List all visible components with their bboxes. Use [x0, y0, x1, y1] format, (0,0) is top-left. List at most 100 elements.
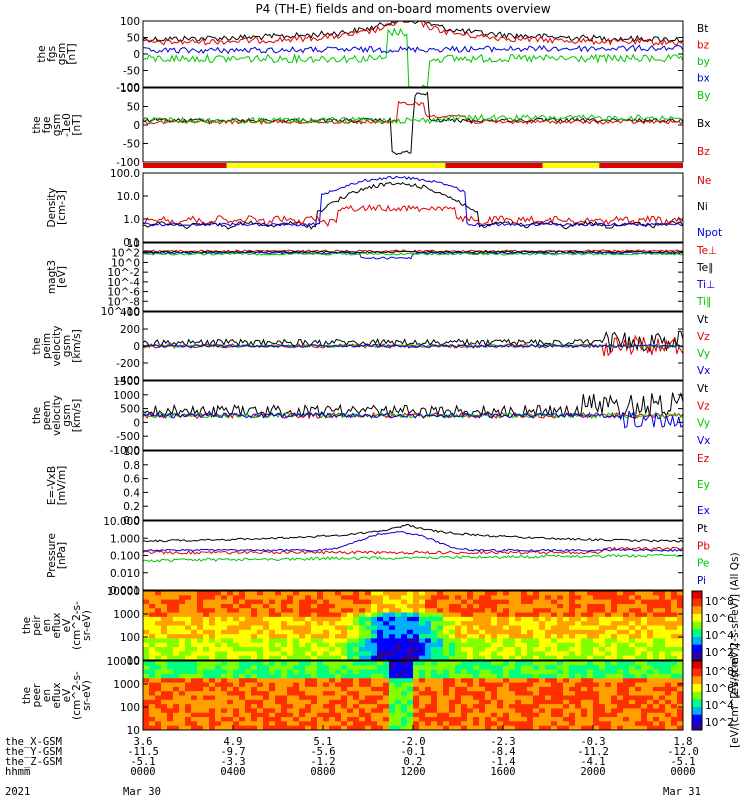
x-axis-row-value: -5.6 [310, 746, 335, 758]
peer-spectrogram-cell [251, 721, 258, 727]
peer-spectrogram-cell [155, 704, 162, 709]
peer-spectrogram-cell [215, 708, 222, 714]
peer-spectrogram-cell [329, 695, 336, 701]
peir-spectrogram-cell [611, 655, 618, 661]
peer-spectrogram-cell [299, 678, 306, 684]
peer-spectrogram-cell [263, 691, 270, 696]
peer-spectrogram-cell [395, 669, 402, 675]
peir-spectrogram-cell [143, 629, 150, 635]
peer-spectrogram-cell [221, 712, 228, 718]
peir-spectrogram-cell [149, 629, 156, 635]
peer-spectrogram-cell [419, 699, 426, 705]
y-axis-label: the [31, 407, 43, 424]
peir-spectrogram-cell [371, 616, 378, 622]
peer-spectrogram-cell [407, 704, 414, 709]
peer-spectrogram-cell [359, 704, 366, 709]
y-axis-label: gsm [61, 404, 73, 426]
peer-spectrogram-cell [551, 669, 558, 675]
peir-spectrogram-cell [299, 642, 306, 648]
peer-spectrogram-cell [185, 678, 192, 684]
peer-spectrogram-cell [443, 717, 450, 722]
peer-spectrogram-cell [347, 669, 354, 675]
peir-spectrogram-cell [563, 621, 570, 626]
peir-spectrogram-cell [617, 651, 624, 657]
peer-spectrogram-cell [203, 678, 210, 684]
peir-spectrogram-cell [341, 599, 348, 605]
peer-spectrogram-cell [551, 712, 558, 718]
peer-spectrogram-cell [455, 725, 462, 731]
peir-spectrogram-cell [203, 608, 210, 614]
peer-spectrogram-cell [215, 704, 222, 709]
peir-spectrogram-cell [461, 608, 468, 614]
peer-spectrogram-cell [449, 721, 456, 727]
peir-spectrogram-cell [551, 629, 558, 635]
peir-spectrogram-cell [569, 616, 576, 622]
peer-spectrogram-cell [383, 721, 390, 727]
peer-spectrogram-cell [245, 669, 252, 675]
peer-spectrogram-cell [293, 717, 300, 722]
peer-spectrogram-cell [203, 704, 210, 709]
peir-spectrogram-cell [167, 595, 174, 601]
y-axis-label: fge [41, 117, 53, 134]
peer-spectrogram-cell [599, 712, 606, 718]
peer-spectrogram-cell [677, 717, 684, 722]
peir-spectrogram-cell [371, 638, 378, 644]
peir-spectrogram-cell [605, 616, 612, 622]
peer-spectrogram-cell [335, 721, 342, 727]
peir-spectrogram-cell [395, 642, 402, 648]
peer-spectrogram-cell [239, 717, 246, 722]
peir-spectrogram-cell [299, 612, 306, 618]
peer-spectrogram-cell [527, 708, 534, 714]
peer-spectrogram-cell [485, 665, 492, 671]
peer-spectrogram-cell [317, 699, 324, 705]
peir-spectrogram-cell [659, 595, 666, 601]
peer-spectrogram-cell [575, 691, 582, 696]
peir-spectrogram-cell [563, 608, 570, 614]
peer-spectrogram-cell [173, 686, 180, 692]
peer-spectrogram-cell [569, 686, 576, 692]
peer-spectrogram-cell [533, 725, 540, 731]
peir-spectrogram-cell [143, 595, 150, 601]
peir-spectrogram-cell [263, 647, 270, 652]
peir-spectrogram-cell [191, 642, 198, 648]
peer-spectrogram-cell [161, 678, 168, 684]
peer-spectrogram-cell [581, 725, 588, 731]
panel-frame [142, 450, 684, 521]
peer-spectrogram-cell [215, 725, 222, 731]
legend-entry: Ni [697, 201, 708, 213]
peir-spectrogram-cell [407, 591, 414, 596]
peir-spectrogram-cell [191, 621, 198, 626]
peer-spectrogram-cell [491, 725, 498, 731]
peer-spectrogram-cell [569, 721, 576, 727]
peer-spectrogram-cell [275, 712, 282, 718]
peer-spectrogram-cell [635, 669, 642, 675]
peer-spectrogram-cell [323, 678, 330, 684]
peir-spectrogram-cell [179, 651, 186, 657]
peer-spectrogram-cell [353, 665, 360, 671]
peer-spectrogram-cell [191, 673, 198, 679]
peir-spectrogram-cell [419, 638, 426, 644]
peer-spectrogram-cell [599, 665, 606, 671]
peir-spectrogram-cell [143, 608, 150, 614]
peir-spectrogram-cell [197, 595, 204, 601]
peir-spectrogram-cell [293, 634, 300, 639]
peir-spectrogram-cell [389, 599, 396, 605]
peir-spectrogram-cell [545, 642, 552, 648]
peer-spectrogram-cell [461, 717, 468, 722]
peer-spectrogram-cell [179, 691, 186, 696]
peir-spectrogram-cell [641, 655, 648, 661]
peir-spectrogram-cell [635, 591, 642, 596]
y-axis-label: gsm [51, 114, 63, 136]
peer-spectrogram-cell [557, 673, 564, 679]
peir-spectrogram-cell [203, 651, 210, 657]
peer-spectrogram-cell [179, 669, 186, 675]
peer-spectrogram-cell [383, 704, 390, 709]
peer-spectrogram-cell [317, 682, 324, 688]
x-axis-row-value: -8.4 [490, 746, 515, 758]
peir-spectrogram-cell [203, 616, 210, 622]
peir-spectrogram-cell [335, 629, 342, 635]
peir-spectrogram-cell [485, 625, 492, 631]
peer-spectrogram-cell [197, 708, 204, 714]
peer-spectrogram-cell [677, 661, 684, 666]
peir-spectrogram-cell [251, 595, 258, 601]
